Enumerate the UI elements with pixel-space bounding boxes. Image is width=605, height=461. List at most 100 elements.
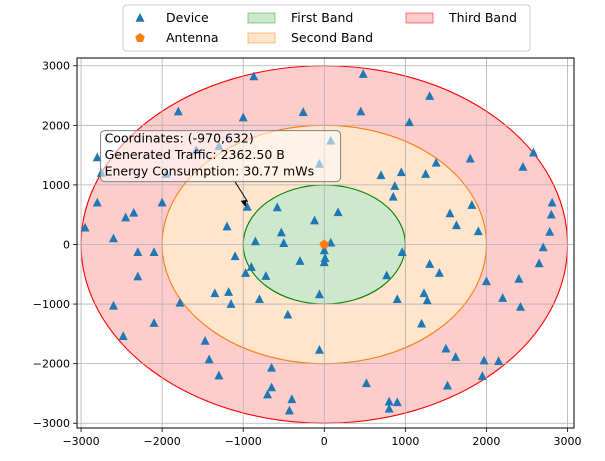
legend-label-second-band: Second Band <box>291 30 373 45</box>
device-point <box>272 202 282 212</box>
device-point <box>320 253 330 262</box>
device-point <box>263 389 273 399</box>
device-point <box>226 299 236 308</box>
device-point <box>261 271 271 280</box>
legend-label-device: Device <box>166 10 209 25</box>
y-tick-label: −3000 <box>33 417 70 430</box>
device-point <box>494 356 504 366</box>
legend-label-first-band: First Band <box>291 10 353 25</box>
device-point <box>376 170 386 180</box>
device-point <box>390 181 400 190</box>
device-point <box>319 245 329 255</box>
device-point <box>149 318 159 327</box>
axis-ticks: −3000 −2000 −1000 0 1000 2000 3000 −3000 −2000 −1… <box>33 60 582 448</box>
device-point <box>108 233 118 243</box>
device-point <box>443 380 453 390</box>
device-point <box>230 251 240 261</box>
device-point <box>250 236 260 246</box>
device-point <box>451 352 461 361</box>
device-point <box>133 247 143 256</box>
device-point <box>267 362 277 372</box>
legend-marker-first-band <box>247 12 276 24</box>
annotation: Coordinates: (-970,632)Generated Traffic… <box>100 130 342 207</box>
device-point <box>118 331 128 340</box>
device-point <box>310 215 320 225</box>
device-point <box>333 207 343 217</box>
device-point <box>249 71 259 81</box>
y-tick-label: −2000 <box>33 358 70 371</box>
device-point <box>441 343 451 353</box>
annotation-box <box>100 130 342 183</box>
device-point <box>431 157 441 167</box>
device-point <box>361 378 371 388</box>
device-point <box>283 309 293 319</box>
device-point <box>173 106 183 116</box>
device-point <box>121 212 131 222</box>
device-point <box>545 226 555 236</box>
legend-label-third-band: Third Band <box>448 10 517 25</box>
device-point <box>467 200 477 209</box>
device-point <box>267 382 277 392</box>
device-point <box>498 293 508 302</box>
device-point <box>133 271 143 281</box>
device-point <box>204 354 214 364</box>
x-tick-label: 0 <box>321 435 328 448</box>
annotation-line-1: Coordinates: (-970,632) <box>105 131 254 146</box>
x-tick-label: −3000 <box>62 435 99 448</box>
legend: Device Antenna First Band Second Band Third … <box>122 4 531 52</box>
device-point <box>434 268 444 277</box>
device-point <box>358 69 368 78</box>
device-point <box>384 396 394 406</box>
device-point <box>298 107 308 116</box>
device-point <box>515 302 525 311</box>
y-tick-label: −1000 <box>33 298 70 311</box>
device-point <box>473 226 483 236</box>
device-point <box>157 197 167 207</box>
device-point <box>279 238 289 248</box>
antenna-point-layer <box>319 239 329 249</box>
device-point <box>534 258 544 268</box>
device-point <box>481 276 491 286</box>
device-point <box>425 259 435 268</box>
device-point <box>465 153 475 163</box>
device-point <box>246 262 256 271</box>
device-point <box>514 274 524 283</box>
device-point <box>80 222 90 232</box>
device-point <box>445 208 455 218</box>
annotation-line-2: Generated Traffic: 2362.50 B <box>105 147 285 162</box>
legend-marker-second-band <box>247 32 276 44</box>
y-tick-label: 2000 <box>42 119 70 132</box>
device-point <box>425 91 435 100</box>
device-point <box>396 167 406 177</box>
device-points <box>80 69 557 415</box>
device-point <box>528 147 538 157</box>
device-point <box>382 270 392 280</box>
device-point <box>451 220 461 230</box>
device-point <box>214 370 224 380</box>
device-point <box>388 191 398 201</box>
device-point <box>417 318 427 328</box>
plot-frame <box>76 57 575 429</box>
device-point <box>222 221 232 231</box>
annotation-line-3: Energy Consumption: 30.77 mWs <box>105 164 315 179</box>
device-point <box>397 247 407 256</box>
device-point <box>175 297 185 307</box>
device-point <box>200 336 210 345</box>
device-point <box>241 268 251 277</box>
device-point <box>276 227 286 237</box>
x-tick-label: 1000 <box>391 435 419 448</box>
device-point <box>129 207 139 217</box>
x-tick-label: 2000 <box>472 435 500 448</box>
device-point <box>238 112 248 122</box>
device-point <box>210 288 220 298</box>
device-point <box>404 117 414 127</box>
device-point <box>356 106 366 116</box>
device-point <box>384 403 394 413</box>
x-tick-label: −2000 <box>144 435 181 448</box>
legend-marker-third-band <box>405 12 434 24</box>
device-point <box>477 371 487 380</box>
y-tick-label: 0 <box>63 238 70 251</box>
y-tick-label: 3000 <box>42 60 70 73</box>
annotation-arrow-line <box>234 181 249 203</box>
device-point <box>92 152 102 162</box>
